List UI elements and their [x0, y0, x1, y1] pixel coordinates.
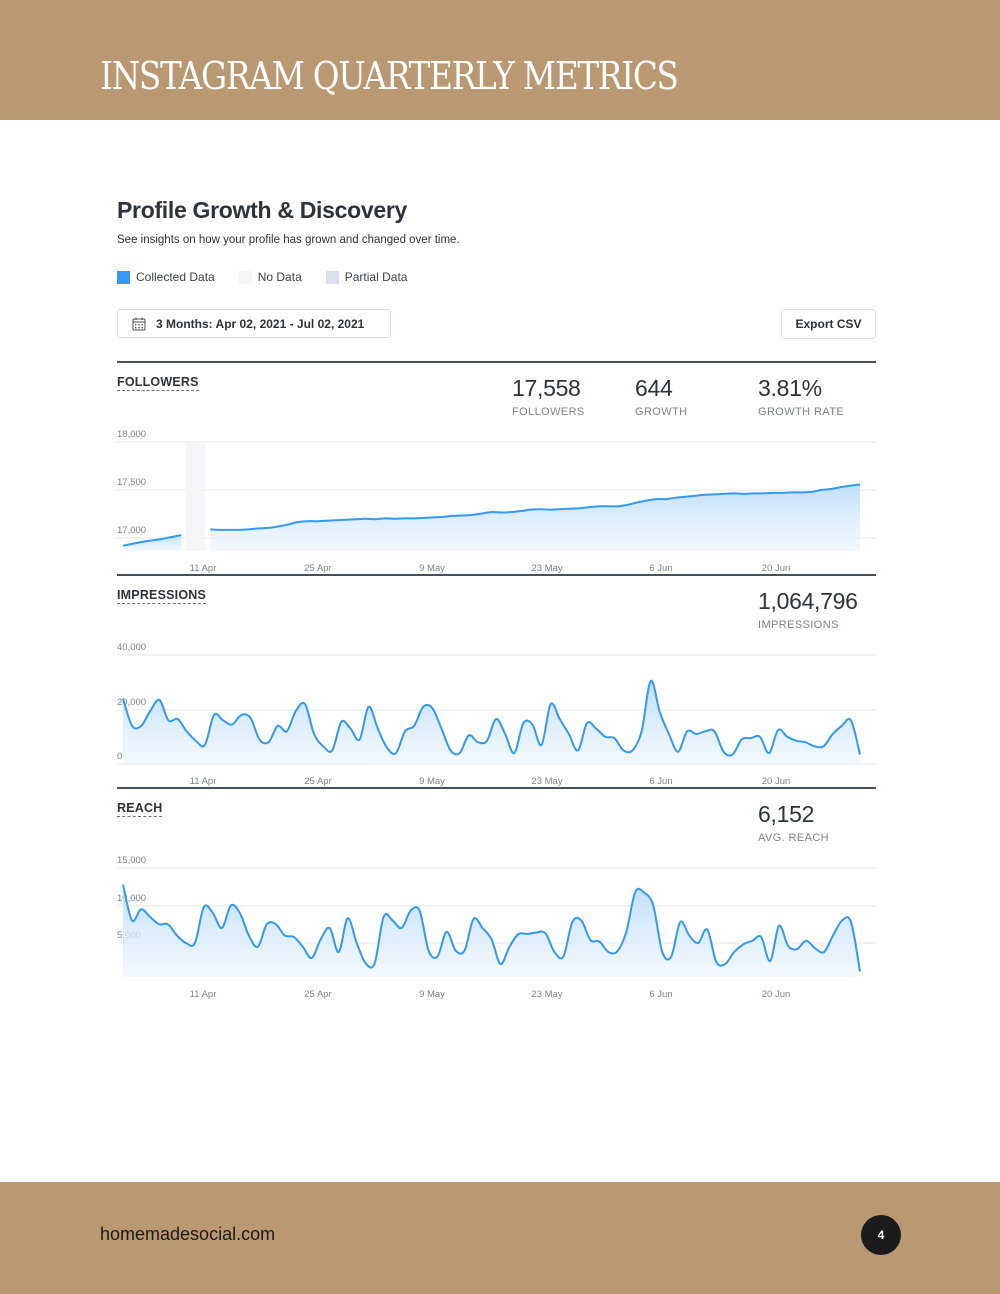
- y-tick-label: 15,000: [117, 855, 146, 866]
- avg-reach-stat: 6,152 AVG. REACH: [758, 801, 829, 844]
- x-tick-label: 25 Apr: [304, 989, 331, 999]
- legend-item-collected: Collected Data: [117, 270, 215, 284]
- x-tick-label: 9 May: [419, 563, 445, 573]
- growth-rate-stat: 3.81% GROWTH RATE: [758, 375, 844, 418]
- no-data-swatch: [238, 270, 252, 284]
- date-range-label: 3 Months: Apr 02, 2021 - Jul 02, 2021: [156, 316, 365, 331]
- stat-value: 644: [635, 375, 673, 401]
- x-tick-label: 20 Jun: [762, 563, 791, 573]
- followers-count-stat: 17,558 FOLLOWERS: [512, 375, 585, 418]
- y-tick-label: 40,000: [117, 642, 146, 653]
- x-tick-label: 25 Apr: [304, 776, 331, 786]
- area-fill: [210, 484, 860, 551]
- reach-metric-label[interactable]: REACH: [117, 801, 163, 817]
- x-tick-label: 11 Apr: [190, 989, 217, 999]
- stat-value: 1,064,796: [758, 588, 858, 614]
- data-legend: Collected Data No Data Partial Data: [117, 270, 431, 284]
- stat-value: 6,152: [758, 801, 815, 827]
- section-divider: [117, 361, 876, 363]
- x-tick-label: 11 Apr: [190, 776, 217, 786]
- page-title: INSTAGRAM QUARTERLY METRICS: [100, 54, 679, 98]
- stat-label: GROWTH RATE: [758, 406, 845, 418]
- impressions-stat: 1,064,796 IMPRESSIONS: [758, 588, 858, 631]
- x-tick-label: 11 Apr: [190, 563, 217, 573]
- x-tick-label: 6 Jun: [649, 776, 672, 786]
- y-tick-label: 0: [117, 751, 122, 762]
- page-number-badge: 4: [861, 1215, 901, 1255]
- y-tick-label: 10,000: [117, 893, 146, 904]
- legend-label: Partial Data: [344, 270, 408, 284]
- collected-swatch: [117, 270, 130, 284]
- y-tick-label: 17,500: [117, 477, 146, 488]
- area-fill: [123, 884, 860, 977]
- x-tick-label: 20 Jun: [762, 776, 791, 786]
- header-band: [0, 0, 1000, 120]
- y-tick-label: 20,000: [117, 697, 146, 708]
- followers-chart[interactable]: 18,000 17,500 17,000 11 Apr 25 Apr 9 May 23 Ma…: [100, 425, 880, 573]
- partial-swatch: [325, 270, 339, 284]
- stat-label: GROWTH: [635, 406, 688, 418]
- legend-item-no-data: No Data: [238, 270, 302, 284]
- followers-metric-label[interactable]: FOLLOWERS: [117, 375, 199, 391]
- y-tick-label: 18,000: [117, 429, 146, 440]
- x-tick-label: 23 May: [531, 563, 562, 573]
- stat-value: 17,558: [512, 375, 581, 401]
- legend-label: No Data: [257, 270, 302, 284]
- x-tick-label: 6 Jun: [649, 989, 672, 999]
- x-tick-label: 23 May: [531, 776, 562, 786]
- section-title: Profile Growth & Discovery: [117, 197, 407, 223]
- y-tick-label: 17,000: [117, 525, 146, 536]
- area-fill: [123, 535, 182, 551]
- impressions-chart[interactable]: 40,000 20,000 0 11 Apr 25 Apr 9 May 23 May 6 Ju…: [100, 638, 880, 786]
- legend-item-partial: Partial Data: [325, 270, 408, 284]
- section-subtitle: See insights on how your profile has gro…: [117, 234, 460, 246]
- stat-label: AVG. REACH: [758, 832, 830, 844]
- series-line[interactable]: [122, 679, 861, 757]
- series-line[interactable]: [122, 534, 182, 547]
- legend-label: Collected Data: [136, 270, 215, 284]
- footer-band: [0, 1182, 1000, 1294]
- no-data-band: [186, 442, 206, 551]
- growth-stat: 644 GROWTH: [635, 375, 688, 418]
- x-tick-label: 9 May: [419, 776, 445, 786]
- calendar-icon: [132, 317, 146, 331]
- series-line[interactable]: [122, 884, 861, 972]
- stat-label: IMPRESSIONS: [758, 619, 839, 631]
- footer-website-link[interactable]: homemadesocial.com: [100, 1224, 276, 1244]
- section-divider: [117, 574, 876, 576]
- x-tick-label: 23 May: [531, 989, 562, 999]
- section-divider: [117, 787, 876, 789]
- x-tick-label: 9 May: [419, 989, 445, 999]
- x-tick-label: 6 Jun: [649, 563, 672, 573]
- stat-value: 3.81%: [758, 375, 822, 401]
- stat-label: FOLLOWERS: [512, 406, 585, 418]
- export-csv-button[interactable]: Export CSV: [781, 309, 876, 339]
- date-range-picker[interactable]: 3 Months: Apr 02, 2021 - Jul 02, 2021: [117, 309, 391, 338]
- x-tick-label: 20 Jun: [762, 989, 791, 999]
- area-fill: [123, 680, 860, 764]
- series-line[interactable]: [210, 483, 861, 531]
- x-tick-label: 25 Apr: [304, 563, 331, 573]
- impressions-metric-label[interactable]: IMPRESSIONS: [117, 588, 207, 604]
